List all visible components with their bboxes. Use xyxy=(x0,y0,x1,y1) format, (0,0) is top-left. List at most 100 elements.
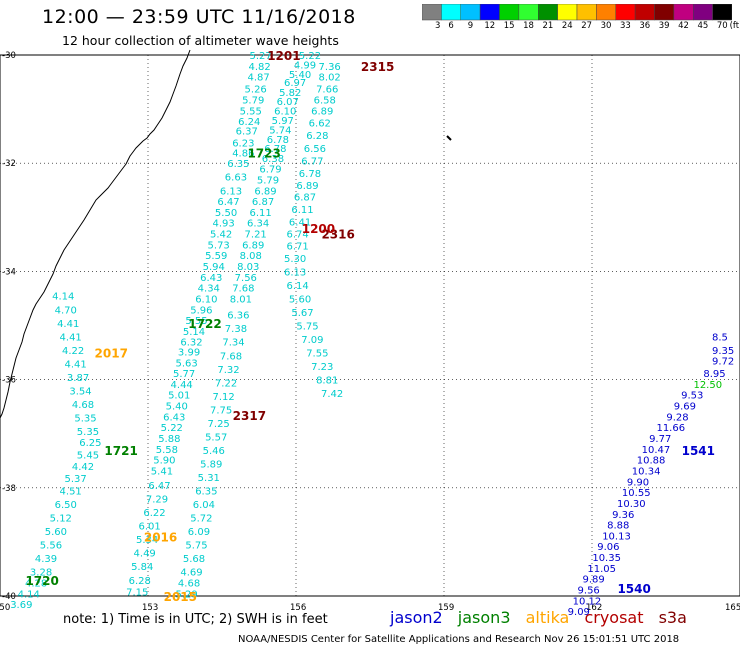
pass-time-label: 1720 xyxy=(25,574,58,588)
wave-height-point: 5.22 xyxy=(161,423,183,434)
wave-height-point: 4.41 xyxy=(60,332,82,343)
wave-height-point: 5.96 xyxy=(190,305,212,316)
wave-height-point: 5.79 xyxy=(242,95,264,106)
wave-height-point: 6.87 xyxy=(294,193,316,204)
lon-tick-label: 153 xyxy=(142,603,158,613)
wave-height-point: 4.70 xyxy=(55,305,77,316)
wave-height-point: 6.97 xyxy=(284,78,306,89)
wave-height-point: 5.79 xyxy=(257,175,279,186)
wave-height-point: 5.60 xyxy=(45,527,67,538)
pass-time-label: 1200 xyxy=(302,222,335,236)
wave-height-point: 5.46 xyxy=(203,446,225,457)
wave-height-point: 6.07 xyxy=(277,97,299,108)
wave-height-point: 6.25 xyxy=(79,438,101,449)
wave-height-point: 7.68 xyxy=(232,284,254,295)
wave-height-point: 7.09 xyxy=(301,335,323,346)
wave-height-point: 4.14 xyxy=(52,292,74,303)
wave-height-point: 5.68 xyxy=(183,554,205,565)
colorbar-label: 30 xyxy=(600,21,612,31)
wave-height-point: 11.05 xyxy=(587,564,616,575)
wave-height-point: 3.54 xyxy=(69,386,91,397)
wave-height-point: 5.31 xyxy=(198,473,220,484)
wave-height-point: 3.69 xyxy=(10,600,32,611)
wave-height-point: 7.34 xyxy=(222,338,244,349)
wave-height-point: 3.87 xyxy=(67,373,89,384)
wave-height-point: 5.50 xyxy=(215,208,237,219)
footer-credit: NOAA/NESDIS Center for Satellite Applica… xyxy=(238,634,680,645)
wave-height-point: 6.11 xyxy=(249,208,271,219)
colorbar-label: 9 xyxy=(467,21,474,31)
wave-height-point: 5.63 xyxy=(175,358,197,369)
wave-height-point: 8.08 xyxy=(240,251,262,262)
wave-height-point: 6.35 xyxy=(227,159,249,170)
mission-legend: jason2 jason3 altika cryosat s3a xyxy=(390,608,697,627)
wave-height-point: 4.41 xyxy=(64,359,86,370)
wave-height-point: 9.36 xyxy=(612,510,634,521)
wave-height-point: 9.90 xyxy=(627,477,649,488)
wave-height-point: 4.44 xyxy=(171,380,193,391)
wave-height-point: 10.47 xyxy=(642,445,671,456)
legend-cryosat: cryosat xyxy=(584,608,644,627)
pass-time-label: 2317 xyxy=(233,409,266,423)
wave-height-point: 9.72 xyxy=(712,357,734,368)
pass-time-label: 1722 xyxy=(188,317,221,331)
wave-height-point: 6.79 xyxy=(259,165,281,176)
axis-labels: 150 153 156 159 162 165 -30 -32 -34 -36 -38 -40 xyxy=(0,51,740,613)
wave-height-point: 4.42 xyxy=(72,462,94,473)
wave-height-point: 9.53 xyxy=(681,391,703,402)
colorbar-label: 39 xyxy=(658,21,670,31)
wave-height-point: 6.14 xyxy=(286,281,308,292)
wave-height-point: 5.75 xyxy=(185,541,207,552)
pass-time-label: 2017 xyxy=(95,347,128,361)
colorbar-label: 45 xyxy=(697,21,709,31)
wave-height-point: 6.56 xyxy=(304,144,326,155)
wave-height-point: 5.29 xyxy=(175,589,197,600)
wave-height-point: 6.41 xyxy=(289,218,311,229)
wave-height-point: 6.34 xyxy=(247,219,269,230)
legend-altika: altika xyxy=(525,608,570,627)
colorbar-label: 6 xyxy=(448,21,454,31)
wave-height-point: 5.77 xyxy=(173,369,195,380)
colorbar-label: 3 xyxy=(434,21,441,31)
wave-height-point: 5.90 xyxy=(153,456,175,467)
wave-height-point: 9.28 xyxy=(666,412,688,423)
wave-height-point: 8.01 xyxy=(230,294,252,305)
lon-tick-label: 165 xyxy=(725,603,740,613)
wave-height-point: 4.68 xyxy=(72,400,94,411)
wave-height-point: 10.34 xyxy=(632,466,661,477)
wave-height-point: 6.13 xyxy=(284,267,306,278)
wave-height-point: 5.41 xyxy=(151,466,173,477)
colorbar-swatch xyxy=(712,4,732,21)
wave-height-point: 6.87 xyxy=(252,197,274,208)
colorbar-label: 36 xyxy=(639,21,651,31)
wave-height-point: 10.30 xyxy=(617,499,646,510)
wave-height-point: 5.82 xyxy=(279,88,301,99)
wave-height-point: 8.02 xyxy=(319,73,341,84)
wave-height-point: 4.68 xyxy=(178,578,200,589)
wave-height-point: 6.36 xyxy=(227,311,249,322)
colorbar-label: 27 xyxy=(581,21,593,31)
wave-height-point: 8.81 xyxy=(316,376,338,387)
wave-height-point: 5.73 xyxy=(208,240,230,251)
wave-height-point: 5.55 xyxy=(185,316,207,327)
wave-height-point: 6.10 xyxy=(195,294,217,305)
pass-time-label: 2016 xyxy=(144,530,177,544)
lat-tick-label: -38 xyxy=(2,484,16,494)
wave-height-point: 4.22 xyxy=(62,346,84,357)
lat-tick-label: -40 xyxy=(2,592,16,602)
wave-height-point: 5.56 xyxy=(40,541,62,552)
wave-height-point: 8.88 xyxy=(607,521,629,532)
wave-height-point: 4.14 xyxy=(18,589,40,600)
wave-height-point: 4.41 xyxy=(57,319,79,330)
wave-height-point: 7.36 xyxy=(319,62,341,73)
wave-height-point: 10.35 xyxy=(592,553,621,564)
lon-tick-label: 156 xyxy=(290,603,306,613)
wave-height-point: 7.55 xyxy=(306,349,328,360)
wave-height-point: 6.23 xyxy=(232,139,254,150)
lat-tick-label: -30 xyxy=(2,51,16,61)
wave-height-point: 5.35 xyxy=(77,427,99,438)
wave-height-point: 5.30 xyxy=(284,254,306,265)
wave-height-point: 5.37 xyxy=(64,474,86,485)
